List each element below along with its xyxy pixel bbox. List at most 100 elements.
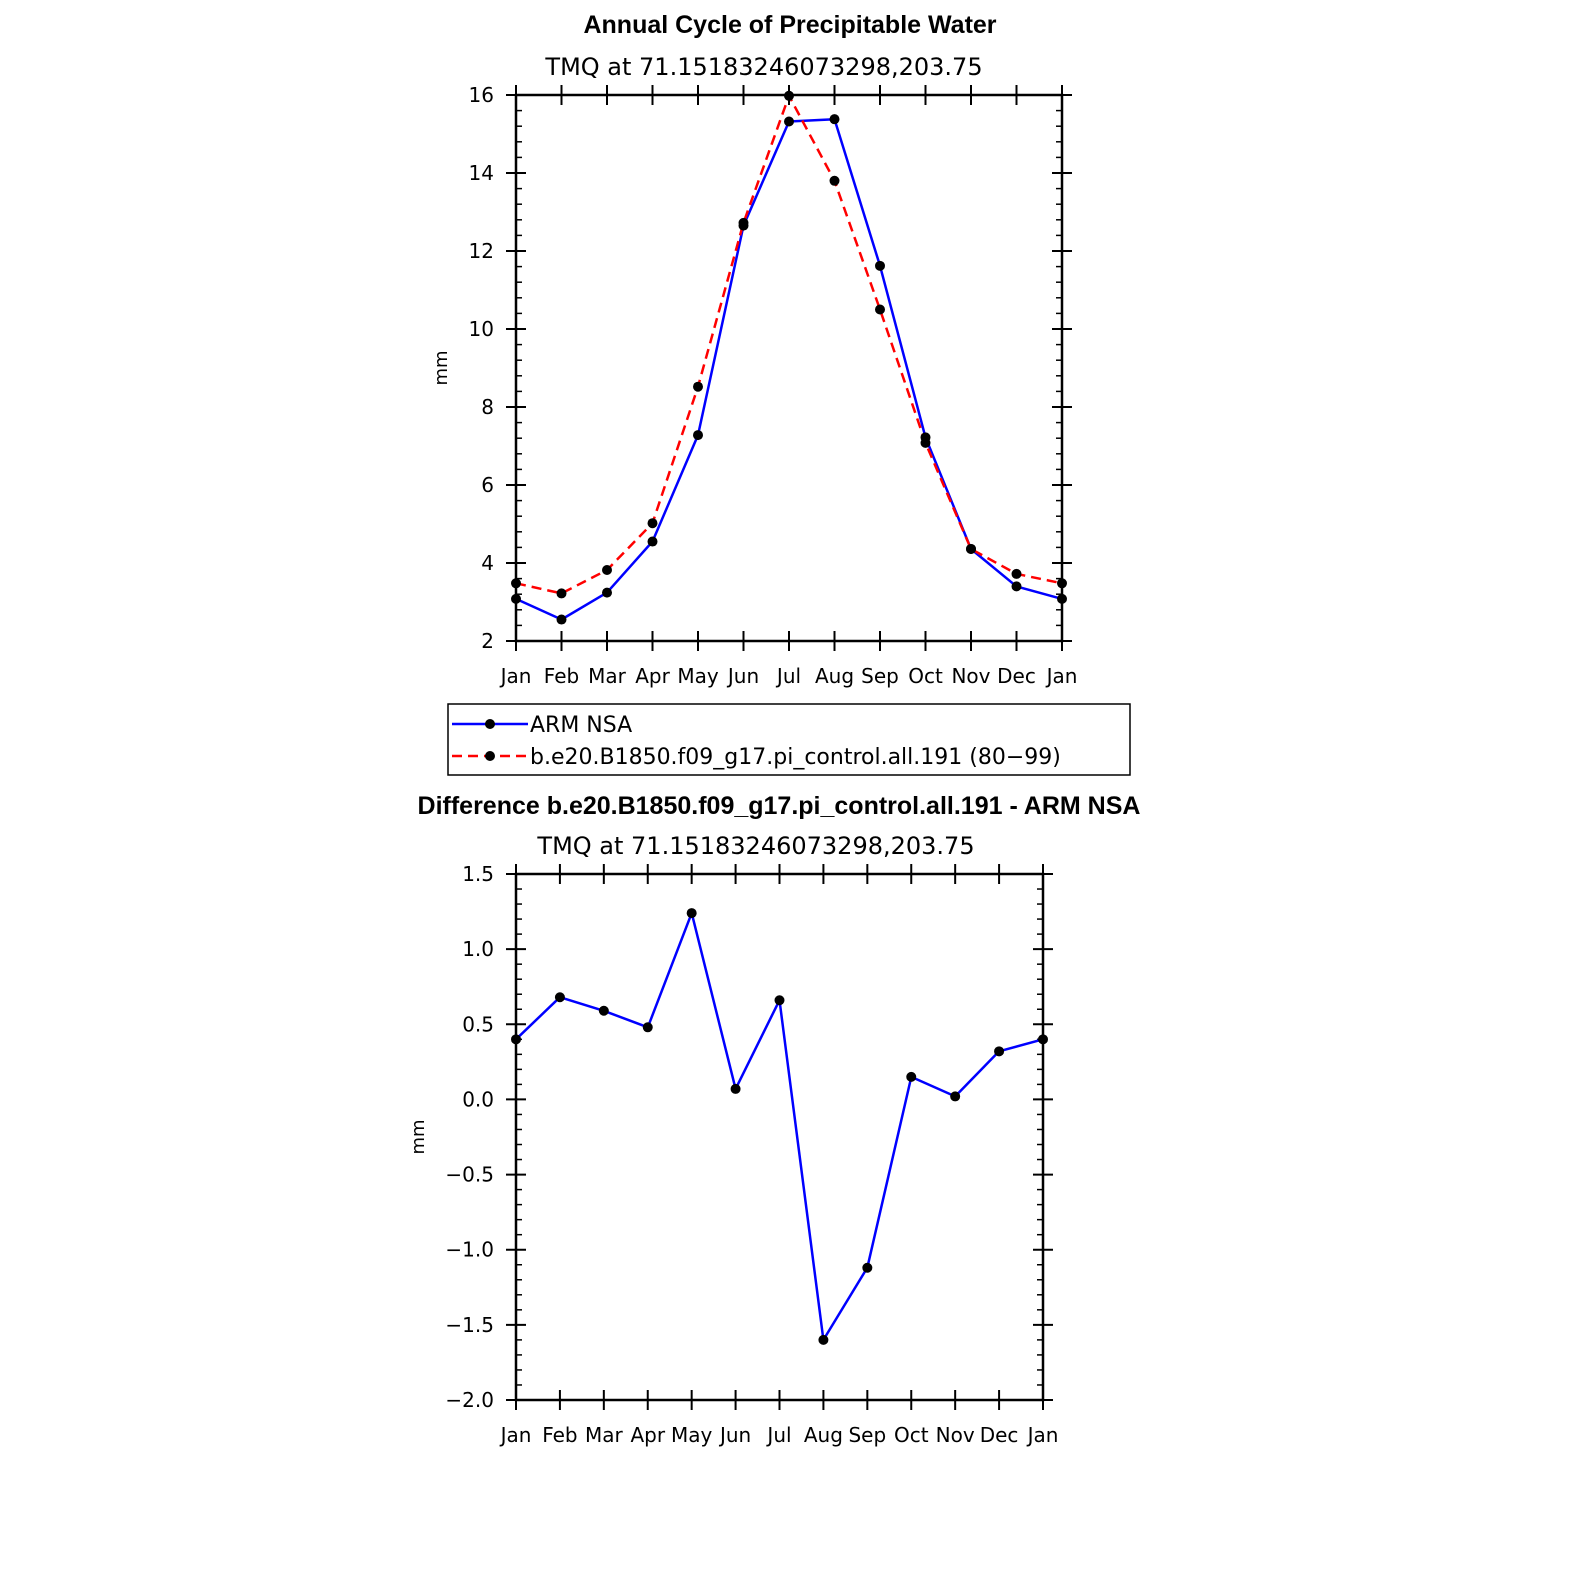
chart1-series-0-point <box>784 116 794 127</box>
chart1-xtick-label: Oct <box>908 664 943 688</box>
chart2-ytick-label: −2.0 <box>445 1388 494 1412</box>
chart2-frame <box>514 872 1045 1402</box>
chart2-series-0-point <box>642 1022 653 1033</box>
chart1-series-0-point <box>829 114 840 125</box>
chart2-xtick-label: Sep <box>848 1423 886 1447</box>
chart1-series-0-point <box>1011 581 1022 592</box>
chart1-series-1-point <box>647 518 658 529</box>
chart1-xtick-label: Jan <box>1045 664 1078 688</box>
chart1-series-0-point <box>875 260 885 271</box>
chart2-ytick-label: 1.5 <box>462 862 494 886</box>
chart1-series-1-point <box>1057 578 1067 589</box>
chart2-series-0-point <box>774 995 785 1006</box>
chart1-series-1-point <box>1011 568 1022 579</box>
chart1-ytick-label: 14 <box>469 161 494 185</box>
chart1-xtick-label: Feb <box>544 664 579 688</box>
chart2-ytick-label: −1.5 <box>445 1313 494 1337</box>
chart1-series-1-point <box>920 437 931 448</box>
chart1-xtick-label: Aug <box>815 664 854 688</box>
chart1-xtick-label: Nov <box>951 664 990 688</box>
chart2-series-line-0 <box>515 911 1044 1342</box>
chart1-ytick-label: 4 <box>481 551 494 575</box>
chart1-xtick-label: Mar <box>588 664 627 688</box>
chart2-series-0-point <box>730 1083 741 1094</box>
chart1-frame <box>514 93 1064 643</box>
chart1-series-0-point <box>1057 593 1067 604</box>
chart2-xtick-label: Apr <box>630 1423 665 1447</box>
legend-marker-model <box>485 751 495 761</box>
chart1-series-0-point <box>511 593 521 604</box>
chart2-series <box>511 908 1048 1345</box>
difference-chart: Difference b.e20.B1850.f09_g17.pi_contro… <box>408 792 1140 1447</box>
chart2-series-0-point <box>906 1071 917 1082</box>
legend-marker-arm-nsa <box>485 719 495 729</box>
chart1-series-1-point <box>784 90 794 101</box>
chart1-series <box>511 90 1067 625</box>
chart1-xtick-label: Dec <box>997 664 1036 688</box>
chart2-series-0-point <box>598 1005 609 1016</box>
chart2-series-0-point <box>554 992 565 1003</box>
chart1-ytick-label: 8 <box>481 395 494 419</box>
chart1-series-1-point <box>693 381 703 392</box>
chart2-xtick-label: Mar <box>585 1423 624 1447</box>
chart2-ytick-label: 1.0 <box>462 937 494 961</box>
chart2-xtick-label: Jan <box>499 1423 532 1447</box>
chart1-series-line-1 <box>515 94 1063 595</box>
chart2-xtick-label: May <box>671 1423 713 1447</box>
chart2-xtick-label: Aug <box>804 1423 843 1447</box>
chart1-xtick-label: Sep <box>861 664 899 688</box>
chart2-xtick-label: Dec <box>980 1423 1019 1447</box>
legend-label-arm-nsa: ARM NSA <box>530 713 632 738</box>
chart1-series-0-point <box>693 430 703 441</box>
chart2-series-0-point <box>862 1262 873 1273</box>
chart1-series-1-point <box>966 543 976 554</box>
chart2-subtitle: TMQ at 71.15183246073298,203.75 <box>536 832 974 860</box>
chart2-ticks: −2.0 −1.5 −1.0 −0.5 0.0 0.5 1.0 1.5 Jan Feb Mar Apr… <box>445 862 1058 1447</box>
chart1-title: Annual Cycle of Precipitable Water <box>583 11 996 39</box>
chart1-ytick-label: 10 <box>469 317 494 341</box>
chart2-xtick-label: Oct <box>894 1423 929 1447</box>
chart1-ticks: 2 4 6 8 10 12 14 16 Jan Feb Mar Apr May Jun Jul Aug Sep O… <box>469 83 1078 688</box>
chart1-xtick-label: May <box>677 664 719 688</box>
chart2-series-0-point <box>818 1334 829 1345</box>
chart2-ytick-label: −1.0 <box>445 1238 494 1262</box>
annual-cycle-chart: Annual Cycle of Precipitable Water TMQ a… <box>431 11 1077 688</box>
chart2-xtick-label: Jun <box>718 1423 751 1447</box>
chart2-ylabel: mm <box>408 1119 429 1154</box>
chart2-series-0-point <box>994 1046 1005 1057</box>
chart2-title: Difference b.e20.B1850.f09_g17.pi_contro… <box>418 792 1141 820</box>
chart1-series-1-point <box>829 175 840 186</box>
chart2-ytick-label: 0.5 <box>462 1012 494 1036</box>
legend-label-model: b.e20.B1850.f09_g17.pi_control.all.191 (… <box>530 745 1061 770</box>
chart1-xtick-label: Jan <box>499 664 532 688</box>
legend: ARM NSA b.e20.B1850.f09_g17.pi_control.a… <box>447 703 1131 776</box>
chart1-xtick-label: Jun <box>726 664 759 688</box>
chart1-series-1-point <box>602 565 612 576</box>
chart1-ylabel: mm <box>431 350 452 385</box>
legend-box <box>447 703 1131 776</box>
chart1-subtitle: TMQ at 71.15183246073298,203.75 <box>544 53 982 81</box>
chart2-xtick-label: Jan <box>1026 1423 1059 1447</box>
chart1-ytick-label: 2 <box>481 629 494 653</box>
chart2-ytick-label: 0.0 <box>462 1087 494 1111</box>
chart1-series-1-point <box>556 588 567 599</box>
chart1-series-0-point <box>647 536 658 547</box>
chart1-ytick-label: 12 <box>469 239 494 263</box>
chart2-xtick-label: Jul <box>765 1423 791 1447</box>
chart1-series-0-point <box>556 614 567 625</box>
chart2-xtick-label: Feb <box>542 1423 577 1447</box>
chart1-xtick-label: Jul <box>775 664 801 688</box>
chart2-series-0-point <box>511 1034 521 1045</box>
chart2-series-0-point <box>1038 1034 1048 1045</box>
chart2-series-0-point <box>950 1091 961 1102</box>
chart1-ytick-label: 6 <box>481 473 494 497</box>
chart1-series-1-point <box>738 217 749 228</box>
chart1-series-line-0 <box>515 117 1063 621</box>
chart1-xtick-label: Apr <box>635 664 670 688</box>
chart1-series-1-point <box>511 578 521 589</box>
chart2-ytick-label: −0.5 <box>445 1163 494 1187</box>
chart1-ytick-label: 16 <box>469 83 494 107</box>
chart2-xtick-label: Nov <box>936 1423 975 1447</box>
